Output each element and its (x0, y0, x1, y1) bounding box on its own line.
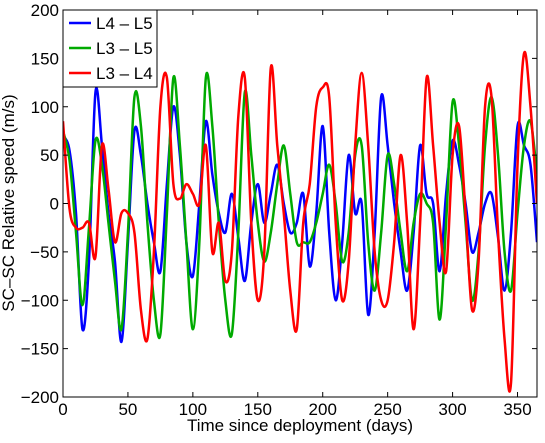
y-tick-label: 50 (40, 146, 59, 165)
x-tick-label: 250 (373, 400, 401, 419)
x-tick-label: 50 (118, 400, 137, 419)
y-tick-label: −100 (21, 291, 59, 310)
y-axis-title: SC–SC Relative speed (m/s) (0, 94, 18, 311)
series-line-l3-l5 (63, 71, 537, 339)
y-tick-label: 100 (31, 98, 59, 117)
x-axis: 0 50 100 150 200 250 300 350 (58, 10, 532, 419)
legend-label-l3-l5: L3 – L5 (96, 39, 153, 58)
series-layer (63, 50, 537, 393)
legend-label-l3-l4: L3 – L4 (96, 64, 153, 83)
legend: L4 – L5 L3 – L5 L3 – L4 (62, 9, 158, 88)
x-tick-label: 100 (179, 400, 207, 419)
y-axis: −200 −150 −100 −50 0 50 100 150 200 (21, 1, 537, 407)
x-tick-label: 200 (309, 400, 337, 419)
legend-label-l4-l5: L4 – L5 (96, 14, 153, 33)
x-axis-title: Time since deployment (days) (187, 416, 413, 435)
x-tick-label: 0 (58, 400, 67, 419)
x-tick-label: 150 (244, 400, 272, 419)
y-tick-label: 0 (50, 195, 59, 214)
y-tick-label: −150 (21, 340, 59, 359)
y-tick-label: −200 (21, 388, 59, 407)
x-tick-label: 300 (438, 400, 466, 419)
y-tick-label: −50 (30, 243, 59, 262)
series-line-l3-l4 (63, 50, 537, 393)
y-tick-label: 150 (31, 49, 59, 68)
y-tick-label: 200 (31, 1, 59, 20)
x-tick-label: 350 (503, 400, 531, 419)
